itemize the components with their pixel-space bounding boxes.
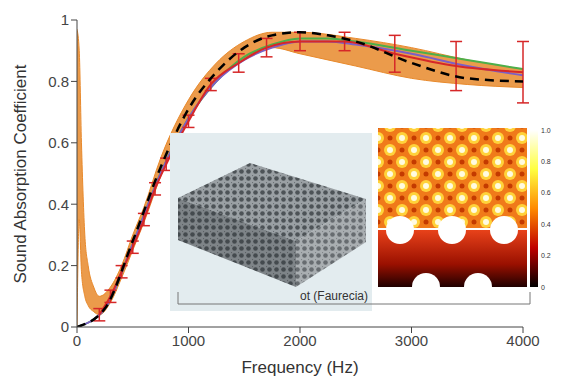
svg-text:0.2: 0.2: [541, 252, 551, 259]
svg-text:0: 0: [541, 284, 545, 291]
svg-text:3000: 3000: [395, 332, 428, 349]
svg-text:0.2: 0.2: [48, 257, 69, 274]
svg-text:0.8: 0.8: [48, 73, 69, 90]
svg-text:0: 0: [61, 318, 69, 335]
svg-text:0.4: 0.4: [48, 196, 69, 213]
svg-text:1.0: 1.0: [541, 127, 551, 134]
svg-text:2000: 2000: [283, 332, 316, 349]
svg-text:1: 1: [61, 11, 69, 28]
svg-text:Sound Absorption Coefficient: Sound Absorption Coefficient: [11, 64, 30, 283]
svg-text:0.6: 0.6: [48, 134, 69, 151]
svg-text:1000: 1000: [172, 332, 205, 349]
svg-text:Frequency (Hz): Frequency (Hz): [241, 358, 358, 377]
svg-text:0: 0: [73, 332, 81, 349]
svg-text:0.4: 0.4: [541, 221, 551, 228]
svg-text:ot (Faurecia): ot (Faurecia): [300, 289, 368, 303]
svg-text:0.8: 0.8: [541, 158, 551, 165]
svg-text:0.6: 0.6: [541, 189, 551, 196]
svg-text:4000: 4000: [506, 332, 539, 349]
